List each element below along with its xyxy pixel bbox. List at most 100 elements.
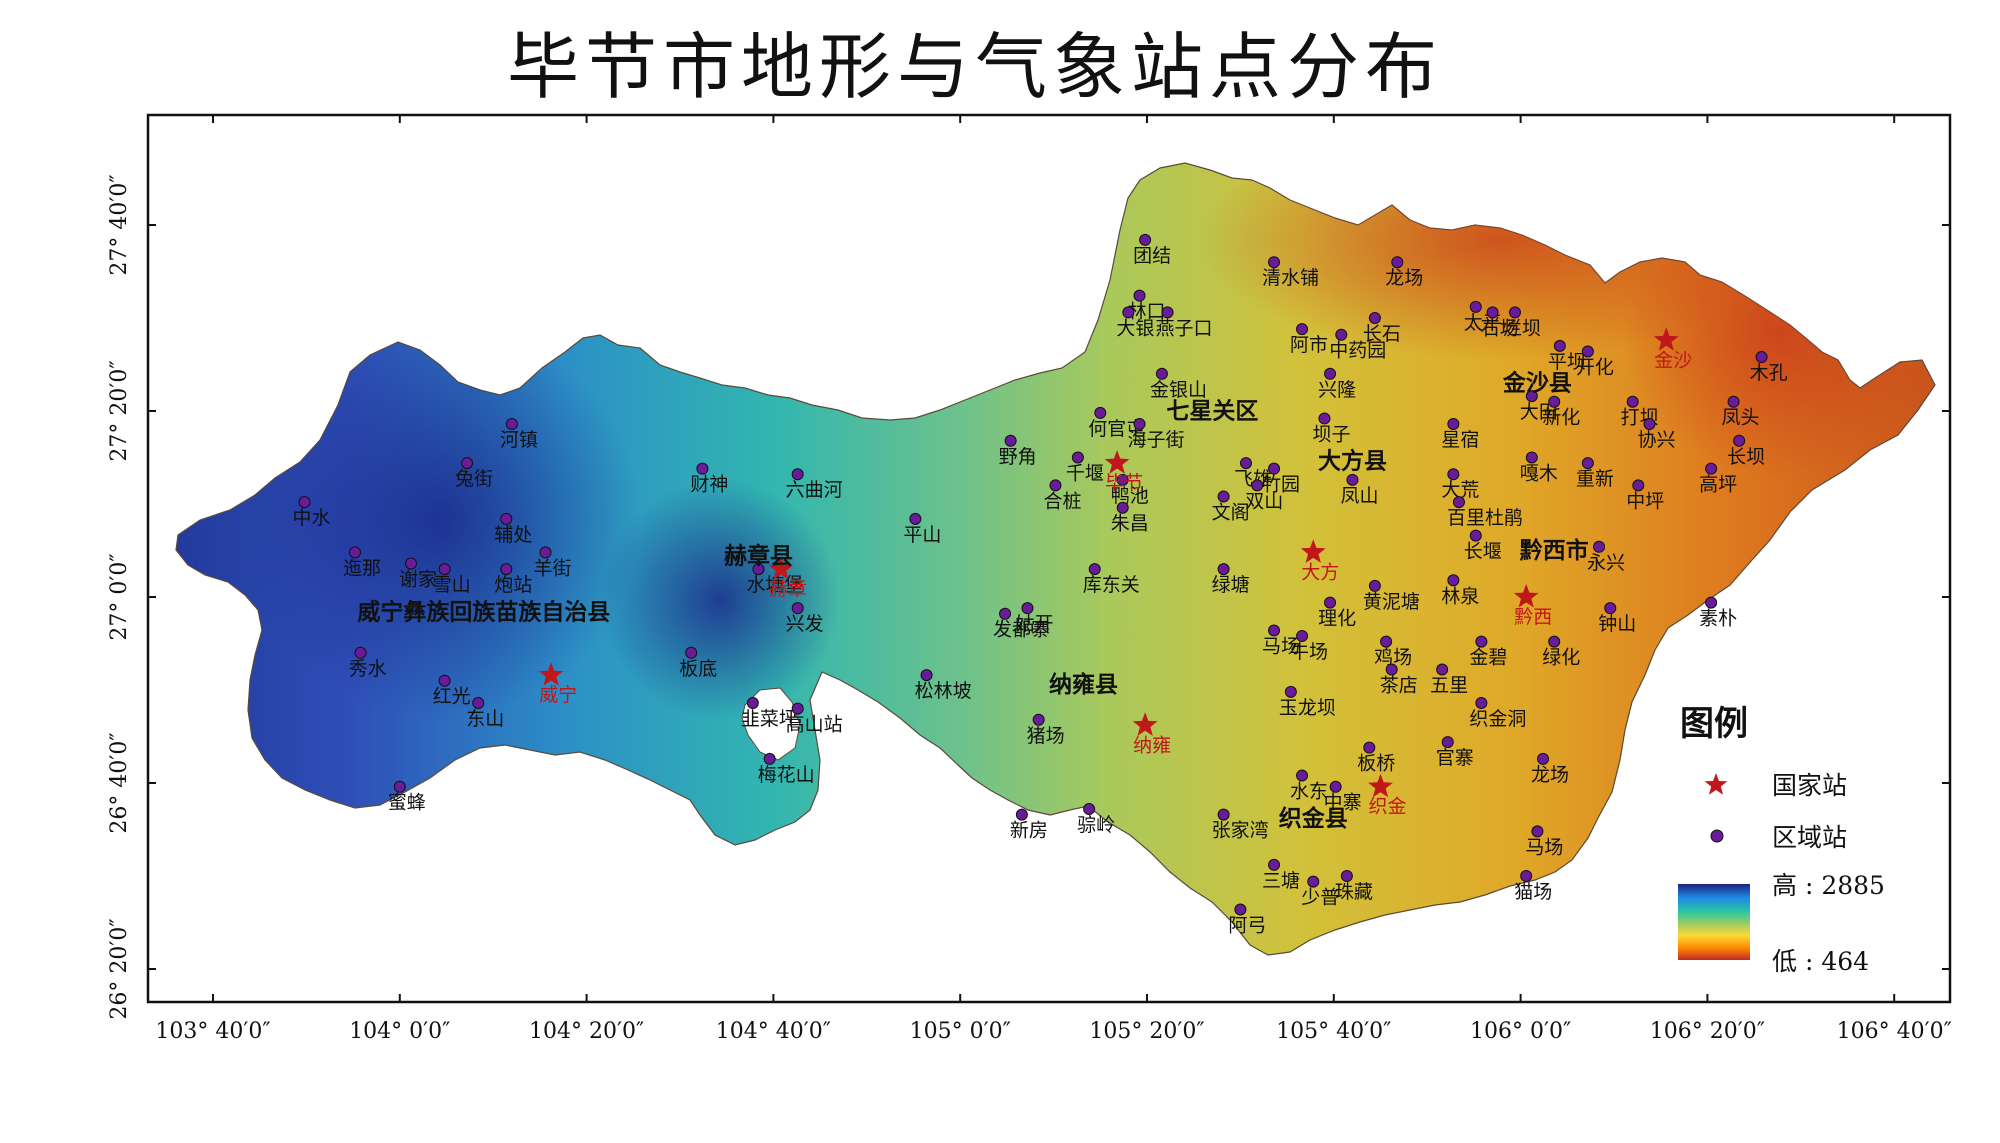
regional-station-label: 何官屯 xyxy=(1088,418,1145,440)
y-tick-label: 27° 20′0″ xyxy=(107,360,132,461)
regional-station-dot xyxy=(1318,412,1331,425)
regional-station-dot xyxy=(1548,395,1561,408)
national-station-label: 金沙 xyxy=(1654,349,1692,371)
regional-station-dot xyxy=(1520,870,1533,882)
x-tick-label: 105° 0′0″ xyxy=(910,1019,1011,1044)
regional-station-label: 凤山 xyxy=(1340,485,1378,507)
national-station-star xyxy=(1368,773,1393,798)
regional-station-label: 牛场 xyxy=(1290,641,1328,663)
region-outline xyxy=(175,162,1936,956)
regional-station-label: 星宿 xyxy=(1441,429,1479,451)
y-tick-label: 26° 40′0″ xyxy=(107,732,132,833)
regional-station-dot xyxy=(461,457,474,470)
national-station-star xyxy=(1513,584,1539,608)
regional-station-dot xyxy=(1324,367,1337,380)
regional-station-label: 财神 xyxy=(690,474,728,496)
national-station-star xyxy=(1653,327,1679,351)
regional-station-dot xyxy=(1284,685,1297,698)
legend-title: 图例 xyxy=(1680,704,1748,744)
axis-ticks: 103° 40′0″ 104° 0′0″ 104° 20′0″ 104° 40′0″ 1… xyxy=(107,115,1952,1044)
regional-station-label: 坝子 xyxy=(1312,423,1350,445)
legend-regional-label: 区域站 xyxy=(1772,823,1847,852)
regional-station-dot xyxy=(1733,434,1746,447)
regional-station-dot xyxy=(1548,635,1561,648)
regional-station-dot xyxy=(1094,406,1107,419)
regional-station-dot xyxy=(354,646,367,659)
regional-station-dot xyxy=(1004,434,1017,447)
regional-station-label: 合桩 xyxy=(1043,490,1081,512)
regional-station-label: 野角 xyxy=(999,446,1037,468)
regional-station-label: 秀水 xyxy=(349,658,387,680)
regional-station-label: 官寨 xyxy=(1436,747,1474,769)
regional-station-dot xyxy=(1116,501,1129,514)
regional-station-dot xyxy=(1329,780,1342,793)
regional-station-dot xyxy=(1071,451,1084,464)
regional-station-dot xyxy=(1234,903,1247,916)
county-label: 金沙县 xyxy=(1502,370,1572,397)
regional-station-label: 少普 xyxy=(1301,887,1339,909)
county-label: 纳雍县 xyxy=(1049,671,1118,698)
map-frame xyxy=(146,113,1952,1004)
regional-station-label: 林口 xyxy=(1128,301,1166,323)
elevation-region xyxy=(175,162,1936,956)
regional-station-label: 石场 xyxy=(1481,317,1519,339)
regional-station-label: 河镇 xyxy=(500,429,538,451)
regional-station-dot xyxy=(1133,418,1146,431)
regional-station-dot xyxy=(500,512,513,525)
regional-station-label: 蜜蜂 xyxy=(388,792,426,814)
regional-station-label: 兴发 xyxy=(786,613,824,635)
regional-station-dot xyxy=(1475,635,1488,648)
regional-station-label: 燕子口 xyxy=(1156,317,1213,339)
x-tick-label: 104° 0′0″ xyxy=(349,1019,450,1044)
regional-station-label: 中寨 xyxy=(1324,792,1362,814)
regional-station-dot xyxy=(1139,233,1152,246)
y-tick-label: 26° 20′0″ xyxy=(107,918,132,1019)
regional-station-dot xyxy=(1088,563,1101,576)
regional-station-dot xyxy=(1537,752,1550,765)
regional-station-label: 库东关 xyxy=(1083,574,1140,596)
y-tick-label: 27° 40′0″ xyxy=(107,174,132,275)
regional-station-label: 梅花山 xyxy=(758,764,815,786)
regional-station-label: 迤那 xyxy=(343,557,381,579)
regional-station-label: 马场 xyxy=(1525,836,1563,858)
regional-station-dot xyxy=(1727,395,1740,408)
regional-station-dot xyxy=(438,563,451,576)
regional-station-dot xyxy=(1531,825,1544,838)
regional-station-dot xyxy=(1755,351,1768,364)
regional-station-label: 韭菜坪 xyxy=(741,708,798,730)
regional-station-label: 中坪 xyxy=(1626,490,1664,512)
regional-station-dot xyxy=(1368,312,1381,324)
regional-station-label: 中药园 xyxy=(1329,340,1386,362)
regional-station-dot xyxy=(763,752,776,765)
regional-station-dot xyxy=(685,646,698,659)
x-tick-label: 105° 40′0″ xyxy=(1276,1019,1391,1044)
regional-station-dot xyxy=(1268,256,1281,269)
regional-station-label: 团结 xyxy=(1133,245,1171,267)
regional-station-label: 炮站 xyxy=(494,574,532,596)
regional-station-label: 龙场 xyxy=(1531,764,1569,786)
x-tick-label: 106° 20′0″ xyxy=(1650,1019,1765,1044)
regional-station-dot xyxy=(1469,300,1482,313)
regional-station-label: 羊街 xyxy=(534,557,572,579)
regional-station-label: 长石 xyxy=(1363,323,1401,345)
county-label: 威宁彝族回族苗族自治县 xyxy=(357,598,610,625)
regional-station-dot xyxy=(1368,579,1381,592)
low-elevation-shading xyxy=(600,480,840,720)
regional-station-label: 谢家 xyxy=(399,569,437,591)
county-label: 七星关区 xyxy=(1166,397,1258,424)
national-station-label: 毕节 xyxy=(1105,472,1143,494)
regional-dot-icon xyxy=(1710,829,1724,843)
regional-station-dot xyxy=(505,418,518,431)
regional-station-label: 茶店 xyxy=(1380,675,1418,697)
regional-station-label: 中水 xyxy=(293,507,331,529)
regional-station-dot xyxy=(1581,457,1594,470)
regional-station-dot xyxy=(746,697,759,710)
regional-station-dot xyxy=(791,468,804,481)
legend-national-label: 国家站 xyxy=(1772,771,1847,800)
regional-station-dot xyxy=(1508,306,1521,319)
regional-station-dot xyxy=(500,563,513,576)
regional-station-label: 东山 xyxy=(466,708,504,730)
regional-station-label: 平山 xyxy=(903,524,941,546)
national-station-label: 纳雍 xyxy=(1133,734,1171,756)
regional-station-dot xyxy=(791,602,804,615)
